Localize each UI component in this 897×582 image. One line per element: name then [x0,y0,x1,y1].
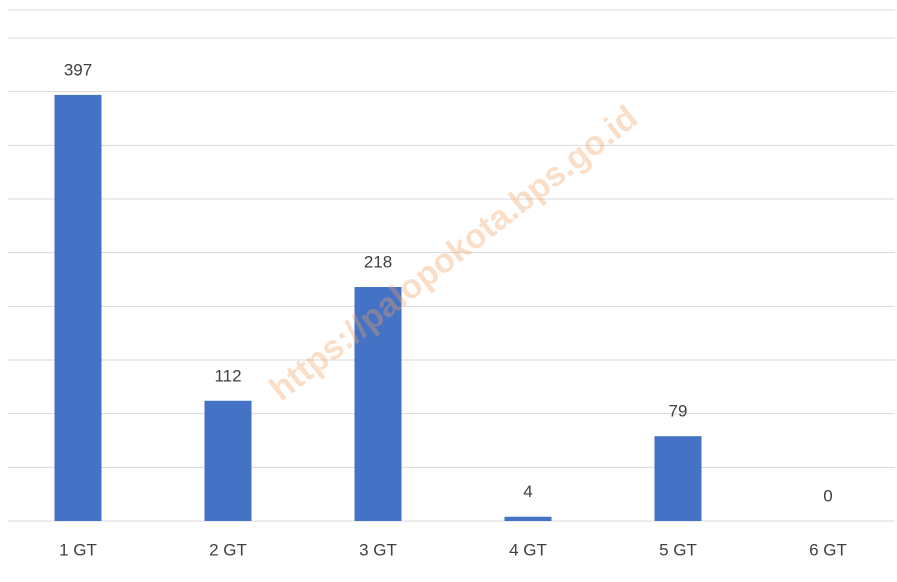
x-tick-label: 1 GT [59,540,97,559]
data-label: 4 [523,482,532,501]
x-tick-label: 5 GT [659,540,697,559]
bar [654,436,702,521]
bar [504,516,552,521]
x-tick-label: 2 GT [209,540,247,559]
bar [54,94,102,522]
data-label: 112 [214,366,241,385]
x-tick-label: 3 GT [359,540,397,559]
data-label: 397 [64,60,92,79]
x-tick-label: 6 GT [809,540,847,559]
data-label: 0 [823,486,832,505]
data-label: 218 [364,252,392,271]
x-tick-label: 4 GT [509,540,547,559]
bar [204,400,252,521]
data-label: 79 [669,402,688,421]
bar [354,287,402,521]
